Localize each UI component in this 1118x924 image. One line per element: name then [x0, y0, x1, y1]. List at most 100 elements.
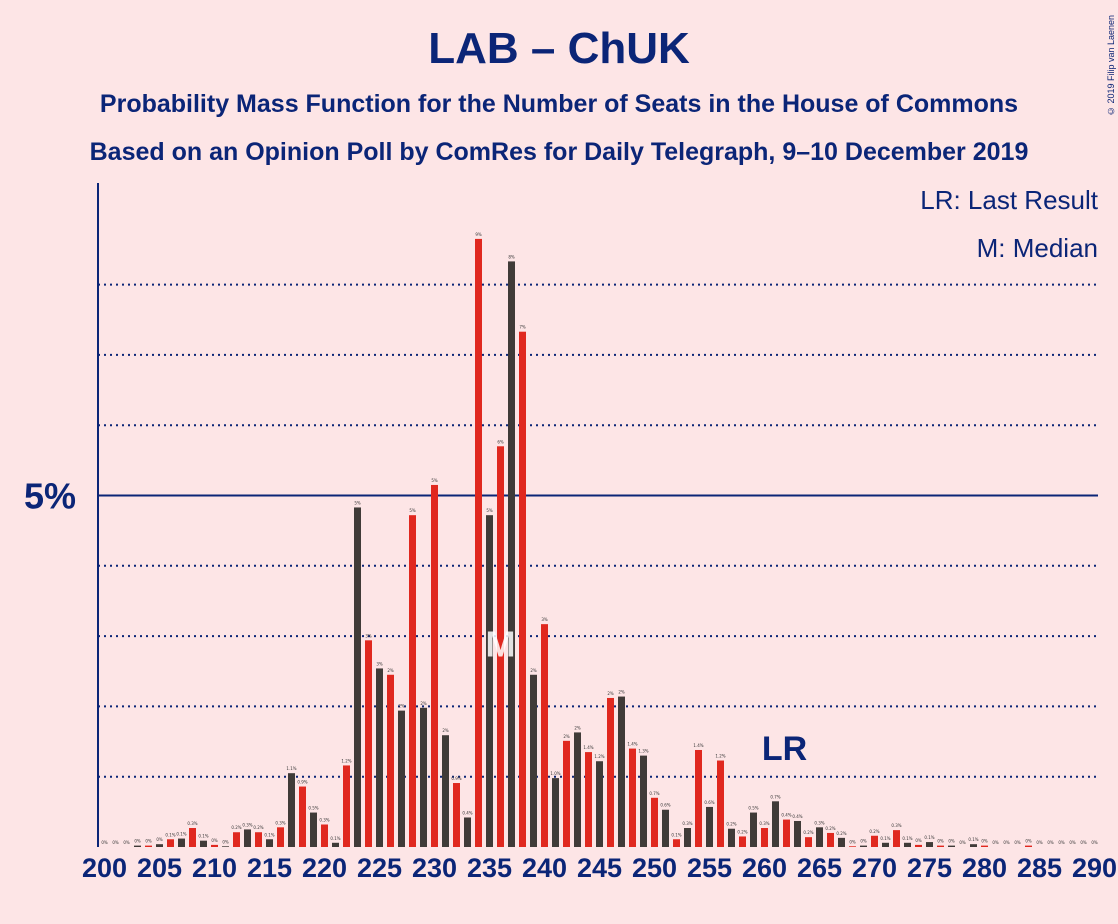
bar-label-seat-256: 1.2%: [715, 754, 725, 759]
x-tick-label: 290: [1072, 853, 1117, 883]
bar-seat-276: [937, 845, 944, 847]
bar-seat-206: [167, 839, 174, 847]
chart-title: LAB – ChUK: [428, 24, 690, 73]
bar-seat-220: [321, 824, 328, 847]
bar-seat-223: [354, 507, 361, 847]
bar-label-seat-255: 0.6%: [704, 800, 714, 805]
bar-label-seat-277: 0%: [948, 839, 955, 844]
bar-label-seat-229: 2%: [420, 701, 427, 706]
bar-label-seat-274: 0%: [915, 838, 922, 843]
x-tick-label: 250: [632, 853, 677, 883]
bar-seat-260: [761, 828, 768, 847]
bar-seat-225: [376, 668, 383, 847]
bar-label-seat-272: 0.3%: [891, 823, 901, 828]
bar-seat-233: [464, 817, 471, 847]
bar-label-seat-220: 0.3%: [319, 818, 329, 823]
bar-label-seat-290: 0%: [1091, 840, 1098, 845]
bar-seat-219: [310, 812, 317, 847]
x-tick-label: 230: [412, 853, 457, 883]
bar-label-seat-213: 0.3%: [242, 822, 252, 827]
bar-label-seat-246: 2%: [607, 691, 614, 696]
legend-median: M: Median: [976, 233, 1098, 263]
bar-label-seat-225: 3%: [376, 661, 383, 666]
bar-seat-240: [541, 624, 548, 847]
bar-seat-228: [409, 515, 416, 847]
chart-subtitle-1: Probability Mass Function for the Number…: [99, 90, 1019, 118]
bar-seat-254: [695, 749, 702, 847]
bar-label-seat-228: 5%: [409, 508, 416, 513]
bar-seat-211: [222, 846, 229, 847]
bar-label-seat-276: 0%: [937, 839, 944, 844]
bar-label-seat-253: 0.3%: [682, 821, 692, 826]
x-tick-label: 280: [962, 853, 1007, 883]
bar-seat-226: [387, 674, 394, 847]
bar-label-seat-202: 0%: [123, 840, 130, 845]
bar-seat-227: [398, 710, 405, 847]
bar-label-seat-250: 0.7%: [649, 791, 659, 796]
bar-seat-262: [783, 819, 790, 847]
bar-label-seat-234: 9%: [475, 232, 482, 237]
x-tick-label: 240: [522, 853, 567, 883]
bar-seat-235: [486, 515, 493, 847]
bar-seat-270: [871, 835, 878, 847]
bar-label-seat-236: 6%: [497, 439, 504, 444]
bar-label-seat-233: 0.4%: [462, 810, 472, 815]
bar-label-seat-208: 0.3%: [187, 821, 197, 826]
x-tick-label: 225: [357, 853, 402, 883]
bar-label-seat-214: 0.2%: [253, 825, 263, 830]
x-tick-label: 210: [192, 853, 237, 883]
bar-label-seat-210: 0%: [211, 838, 218, 843]
chart-subtitle-2: Based on an Opinion Poll by ComRes for D…: [89, 138, 1029, 166]
bar-label-seat-239: 2%: [530, 668, 537, 673]
bar-seat-221: [332, 842, 339, 847]
bar-seat-258: [739, 836, 746, 847]
bar-seat-259: [750, 812, 757, 847]
bar-seat-249: [640, 755, 647, 847]
bar-seat-244: [585, 752, 592, 847]
bar-seat-232: [453, 783, 460, 847]
bar-seat-236: [497, 446, 504, 847]
bar-seat-208: [189, 828, 196, 847]
bar-seat-272: [893, 830, 900, 847]
bar-label-seat-237: 8%: [508, 254, 515, 259]
x-tick-label: 265: [797, 853, 842, 883]
bar-seat-215: [266, 839, 273, 847]
bar-label-seat-203: 0%: [134, 839, 141, 844]
bar-label-seat-226: 2%: [387, 668, 394, 673]
bar-seat-273: [904, 842, 911, 847]
x-tick-label: 285: [1017, 853, 1062, 883]
bar-label-seat-216: 0.3%: [275, 820, 285, 825]
bar-seat-250: [651, 797, 658, 847]
bar-seat-241: [552, 778, 559, 847]
bar-label-seat-209: 0.1%: [198, 834, 208, 839]
bar-label-seat-268: 0%: [849, 839, 856, 844]
x-tick-label: 245: [577, 853, 622, 883]
bar-seat-256: [717, 760, 724, 847]
bar-seat-274: [915, 844, 922, 847]
x-tick-label: 275: [907, 853, 952, 883]
bar-seat-275: [926, 842, 933, 847]
bar-label-seat-278: 0%: [959, 840, 966, 845]
bar-seat-210: [211, 844, 218, 847]
bar-label-seat-286: 0%: [1047, 840, 1054, 845]
bar-label-seat-232: 0.9%: [451, 776, 461, 781]
bar-label-seat-260: 0.3%: [759, 821, 769, 826]
bar-label-seat-284: 0%: [1025, 839, 1032, 844]
bar-label-seat-280: 0%: [981, 839, 988, 844]
bar-label-seat-212: 0.2%: [231, 825, 241, 830]
bar-label-seat-207: 0.1%: [176, 832, 186, 837]
bar-seat-229: [420, 707, 427, 847]
bar-label-seat-219: 0.5%: [308, 806, 318, 811]
bar-label-seat-224: 3%: [365, 633, 372, 638]
bar-label-seat-288: 0%: [1069, 840, 1076, 845]
bar-seat-253: [684, 828, 691, 847]
bar-seat-242: [563, 740, 570, 847]
bar-label-seat-265: 0.3%: [814, 820, 824, 825]
bar-label-seat-222: 1.2%: [341, 758, 351, 763]
bar-label-seat-240: 3%: [541, 617, 548, 622]
bar-seat-224: [365, 640, 372, 847]
bar-label-seat-235: 5%: [486, 508, 493, 513]
bar-label-seat-282: 0%: [1003, 840, 1010, 845]
bar-label-seat-261: 0.7%: [770, 794, 780, 799]
